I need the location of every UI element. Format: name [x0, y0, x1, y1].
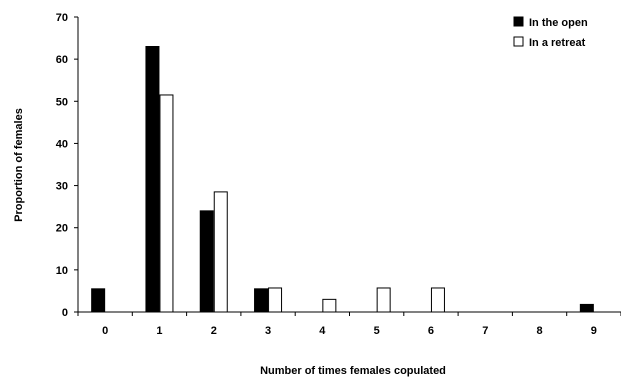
- legend-swatch: [513, 16, 524, 27]
- x-tick-label: 7: [482, 325, 488, 337]
- bar-retreat-5: [376, 287, 391, 313]
- bar-open-3: [254, 288, 269, 313]
- y-tick-label: 70: [56, 12, 68, 24]
- axes: 0 10 20 30 40 50 60 70 0 1 2 3 4 5 6 7 8 9: [56, 12, 621, 337]
- bar-open-1: [145, 46, 160, 313]
- x-tick-label: 9: [591, 325, 597, 337]
- y-axis-label: Proportion of females: [13, 108, 25, 222]
- y-tick-label: 30: [56, 181, 68, 193]
- x-tick-label: 2: [211, 325, 217, 337]
- bar-retreat-4: [322, 298, 337, 313]
- bar-open-0: [91, 288, 106, 313]
- x-tick-label: 1: [156, 325, 162, 337]
- x-tick-label: 3: [265, 325, 271, 337]
- bar-retreat-2: [213, 191, 228, 313]
- bar-retreat-6: [430, 287, 445, 313]
- legend: In the open In a retreat: [513, 16, 588, 49]
- y-tick-label: 10: [56, 265, 68, 277]
- x-tick-label: 4: [319, 325, 326, 337]
- legend-label: In the open: [529, 17, 588, 29]
- x-tick-label: 6: [428, 325, 434, 337]
- x-tick-label: 0: [102, 325, 108, 337]
- bars: [91, 46, 594, 313]
- bar-retreat-3: [268, 287, 283, 313]
- bar-open-9: [579, 303, 594, 313]
- bar-open-2: [199, 210, 214, 313]
- y-tick-label: 20: [56, 223, 68, 235]
- x-ticks: 0 1 2 3 4 5 6 7 8 9: [77, 312, 621, 337]
- y-tick-label: 40: [56, 138, 68, 150]
- y-ticks: 0 10 20 30 40 50 60 70: [56, 12, 78, 319]
- legend-swatch: [513, 36, 524, 47]
- x-axis-label: Number of times females copulated: [260, 365, 446, 377]
- y-tick-label: 60: [56, 54, 68, 66]
- x-tick-label: 8: [536, 325, 542, 337]
- y-tick-label: 50: [56, 96, 68, 108]
- bar-retreat-1: [159, 94, 174, 313]
- legend-label: In a retreat: [529, 37, 586, 49]
- x-tick-label: 5: [374, 325, 380, 337]
- y-tick-label: 0: [62, 307, 68, 319]
